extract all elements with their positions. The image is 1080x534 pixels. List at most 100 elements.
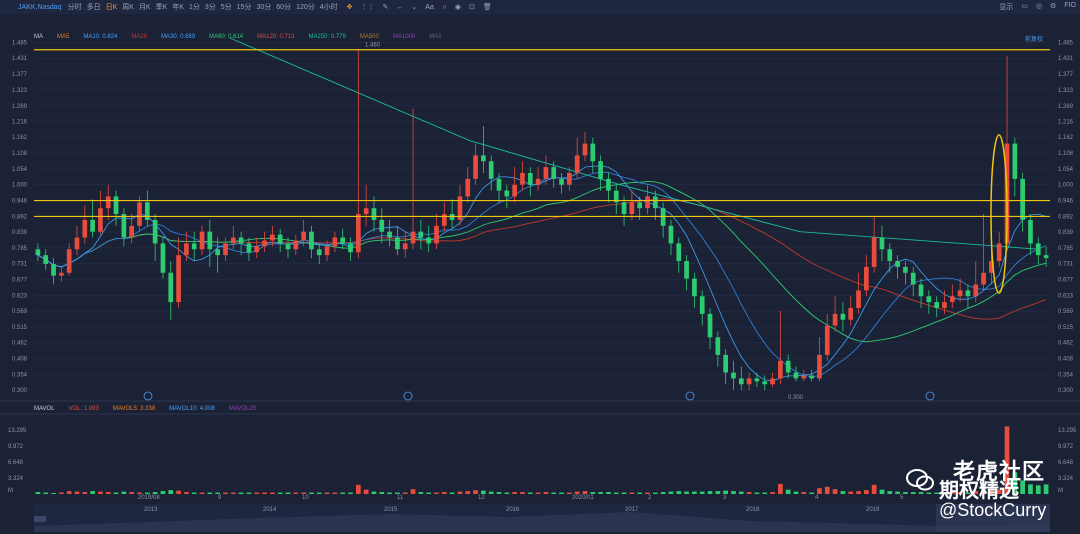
navigator-handle [34, 516, 46, 522]
volume-bar [996, 489, 1002, 494]
candle-body [981, 272, 986, 285]
trash-icon[interactable]: 🗑 [482, 4, 492, 11]
candle-body [434, 225, 439, 244]
tab-timeframe[interactable]: 4小时 [319, 4, 338, 11]
candle-body [731, 372, 736, 379]
candle-body [137, 202, 142, 226]
price-tick-right: 1.485 [1058, 40, 1074, 46]
candle-body [1035, 243, 1041, 256]
volume-bar [699, 491, 705, 494]
price-tick-right: 0.569 [1058, 309, 1074, 315]
tab-timeframe[interactable]: 1分 [188, 4, 200, 11]
legend-item[interactable]: MA10: 0.824 [83, 34, 118, 40]
watermark-brand: 老虎社区 [953, 460, 1046, 485]
volume-bar [121, 491, 127, 494]
candle-body [371, 208, 377, 220]
legend-item[interactable]: MA1000 [392, 34, 416, 40]
magnet-icon[interactable]: ∩ [441, 3, 447, 11]
candle-body [340, 237, 346, 244]
volume-bar [770, 492, 775, 494]
price-tick-left: 0.354 [12, 372, 28, 378]
tab-timeframe[interactable]: 120分 [296, 4, 315, 11]
indicator-icon[interactable]: ⋮⋮ [360, 4, 375, 11]
chart-canvas[interactable]: 1.485 1.485 1.431 1.431 1.377 1.377 1.323 1.323… [0, 14, 1080, 534]
candle-body [582, 143, 588, 156]
gear-icon[interactable]: ⚙ [1050, 3, 1057, 10]
candle-body [355, 214, 361, 253]
font-icon[interactable]: Aa [425, 3, 434, 11]
volume-bar [66, 491, 72, 494]
volume-bar [903, 492, 908, 494]
candle-body [989, 261, 994, 273]
ticker-symbol[interactable]: JAKK.Nasdaq [18, 3, 62, 11]
tab-timeframe[interactable]: 多日 [86, 4, 101, 11]
volume-bar [481, 490, 486, 494]
volume-bar [301, 492, 306, 494]
legend-item[interactable]: MAVOL [34, 406, 55, 412]
window-icon[interactable]: ▭ [1021, 3, 1028, 10]
display-menu[interactable]: 显示 [999, 4, 1014, 11]
legend-item[interactable]: MA30: 0.689 [161, 34, 196, 40]
chevron-down-icon[interactable]: ⌄ [411, 4, 418, 11]
candle-body [926, 296, 932, 303]
legend-item[interactable]: MAVOL5: 3.338 [112, 406, 156, 412]
volume-bar [90, 491, 95, 494]
fq-button[interactable]: 前复权 [1025, 37, 1044, 43]
volume-bar [590, 492, 596, 494]
volume-bar [168, 490, 174, 494]
volume-tick-right: 9.972 [1058, 444, 1074, 450]
legend-item[interactable]: VOL: 1.993 [68, 406, 99, 412]
price-tick-left: 0.731 [12, 262, 28, 268]
top-toolbar: JAKK.Nasdaq 分时 多日 日K 周K 月K 季K 年K 1分 3分 5分 15分 30分 60… [0, 0, 1080, 14]
price-tick-right: 0.354 [1058, 372, 1074, 378]
tab-timeframe[interactable]: 周K [122, 4, 134, 11]
date-tick: 11 [397, 495, 404, 501]
tab-timeframe[interactable]: 30分 [256, 4, 272, 11]
legend-item[interactable]: MA250: 0.779 [308, 34, 346, 40]
candle-body [785, 360, 791, 373]
candle-body [207, 231, 213, 250]
tab-timeframe[interactable]: 日K [105, 4, 118, 11]
legend-item[interactable]: MAVOL20 [228, 406, 256, 412]
tab-timeframe[interactable]: 60分 [276, 4, 292, 11]
legend-item[interactable]: MAVOL10: 4.008 [169, 406, 215, 412]
price-tick-right: 0.300 [1058, 388, 1074, 394]
high-annotation: 1.460 [365, 43, 381, 49]
drawing-icon[interactable]: ✎ [382, 4, 389, 11]
legend-item[interactable]: MA120: 0.713 [257, 34, 295, 40]
volume-bar [457, 491, 463, 494]
legend-item[interactable]: MA1 [429, 34, 442, 40]
eye-icon[interactable]: ◉ [454, 4, 461, 11]
fio-button[interactable]: FIO [1064, 2, 1076, 9]
toolbar-right: 显示 ▭ ◎ ⚙ FIO [999, 2, 1076, 12]
volume-bar [738, 491, 744, 494]
volume-bar [559, 492, 564, 494]
tab-timeframe[interactable]: 15分 [236, 4, 252, 11]
volume-bar [676, 491, 682, 494]
legend-item[interactable]: MA [34, 34, 43, 40]
candle-body [707, 313, 713, 338]
candle-body [324, 246, 330, 256]
tab-timeframe[interactable]: 年K [172, 4, 184, 11]
legend-item[interactable]: MA60: 0.614 [209, 34, 244, 40]
volume-bar [621, 492, 627, 494]
camera-icon[interactable]: ◎ [1035, 3, 1043, 10]
legend-item[interactable]: MA5 [57, 34, 70, 40]
tab-timeframe[interactable]: 分时 [67, 4, 82, 11]
back-icon[interactable]: ← [396, 3, 404, 11]
price-tick-left: 0.677 [12, 278, 28, 284]
tab-timeframe[interactable]: 季K [155, 4, 168, 11]
candle-body [59, 272, 64, 276]
crosshair-icon[interactable]: ✥ [346, 4, 353, 11]
volume-bar [692, 491, 697, 494]
volume-bar [582, 491, 588, 494]
price-tick-right: 0.408 [1058, 356, 1074, 362]
legend-item[interactable]: MA20 [131, 34, 148, 40]
tab-timeframe[interactable]: 3分 [204, 4, 216, 11]
tab-timeframe[interactable]: 5分 [220, 4, 232, 11]
legend-item[interactable]: MA500 [359, 34, 379, 40]
tab-timeframe[interactable]: 月K [138, 4, 151, 11]
lock-icon[interactable]: ⊡ [468, 4, 475, 11]
volume-bar [567, 492, 572, 494]
price-tick-left: 1.162 [12, 135, 28, 141]
